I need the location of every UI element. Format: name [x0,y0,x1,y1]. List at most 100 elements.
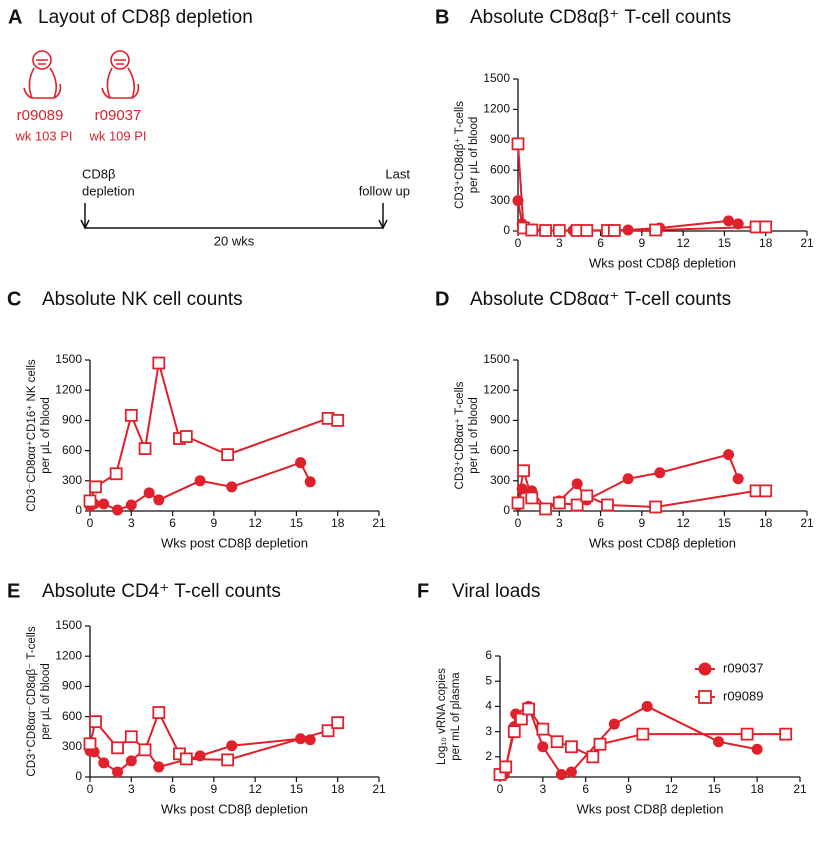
y-tick-label: 600 [490,443,510,457]
animal-id: r09089 [17,107,64,124]
x-tick-label: 12 [248,782,262,796]
data-point [138,442,152,455]
x-tick-label: 9 [639,516,646,530]
data-point [607,224,621,237]
data-point [751,743,763,755]
y-tick-label: 600 [62,443,82,457]
data-point [511,496,525,510]
x-axis-label: Wks post CD8β depletion [577,801,724,816]
panel-title: Layout of CD8β depletion [38,7,253,28]
data-point [83,494,97,508]
x-tick-label: 3 [540,782,547,796]
chart-panel: B Absolute CD8αβ⁺ T-cell counts 0 300 600 900… [435,6,814,270]
panel-a: A Layout of CD8β depletion r09089 wk 103… [8,6,410,248]
chart-panel: F Viral loads 2 3 4 5 6 0 3 6 9 12 15 18 21 Wks post CD… [417,580,807,816]
data-point [516,483,528,495]
data-point [331,716,345,730]
data-point [109,467,123,481]
x-tick-label: 6 [169,516,176,530]
y-tick-label: 1500 [55,352,82,366]
monkey-icons [23,50,140,99]
panel-letter: E [7,580,20,602]
data-point [153,761,165,773]
data-point [641,700,653,712]
x-tick-label: 12 [248,516,262,530]
data-point [649,223,663,237]
data-point [112,504,124,516]
data-point [580,489,594,503]
data-point [552,224,566,237]
y-tick-label: 1500 [55,618,82,632]
data-point [593,737,607,751]
data-point [124,730,138,744]
y-tick-label: 1500 [483,352,510,366]
animal-id: r09037 [95,107,142,124]
x-tick-label: 18 [759,516,773,530]
data-point [179,752,193,766]
panel-title: Viral loads [452,581,540,602]
x-tick-label: 21 [372,516,386,530]
x-axis-label: Wks post CD8β depletion [161,535,308,550]
data-point [507,725,521,739]
legend-marker [698,662,712,676]
data-point [550,735,564,749]
x-tick-label: 6 [169,782,176,796]
x-axis-label: Wks post CD8β depletion [161,801,308,816]
x-tick-label: 9 [211,516,218,530]
y-axis-label: CD3⁺CD8αβ⁺ T-cells [454,101,466,209]
data-point [112,766,124,778]
x-tick-label: 9 [211,782,218,796]
data-point [83,737,97,751]
timeline [80,203,388,230]
data-point [759,484,773,498]
data-point [622,473,634,485]
data-point [512,195,524,207]
data-point [732,218,744,230]
y-tick-label: 0 [503,503,510,517]
x-tick-label: 15 [708,782,722,796]
panel-letter: A [8,6,22,28]
data-point [570,498,584,512]
data-point [226,740,238,752]
data-point [779,727,793,741]
x-axis-label: Wks post CD8β depletion [589,255,736,270]
data-point [515,712,528,726]
data-point [622,224,634,236]
data-point [89,715,102,729]
data-point [111,741,124,755]
data-point [499,760,513,774]
data-point [153,494,165,506]
y-axis-label: per mL of plasma [450,672,462,761]
y-tick-label: 0 [503,223,510,237]
data-point [525,223,539,237]
x-tick-label: 3 [128,516,135,530]
data-point [536,722,550,736]
data-point [537,741,549,753]
data-point [143,487,155,499]
data-point [89,480,102,494]
x-tick-label: 3 [128,782,135,796]
y-tick-label: 900 [490,413,510,427]
y-axis-label: per μL of blood [40,397,52,474]
data-point [586,750,600,764]
x-tick-label: 9 [639,236,646,250]
chart-panel: C Absolute NK cell counts 0 300 600 900 1200 15… [7,288,386,550]
y-tick-label: 0 [75,503,82,517]
data-point [539,224,552,237]
x-tick-label: 15 [718,516,732,530]
data-point [295,457,307,469]
panel-title: Absolute CD4⁺ T-cell counts [42,581,281,602]
panel-title: Absolute NK cell counts [42,289,243,310]
y-tick-label: 300 [62,473,82,487]
data-point [98,757,110,769]
y-axis-label: CD3⁺CD8αα⁻CD8αβ⁻ T-cells [26,626,38,776]
y-tick-label: 1200 [55,382,82,396]
data-point [636,727,650,741]
data-point [580,224,594,237]
y-axis-label: CD3⁺CD8αα⁺ T-cells [454,381,466,489]
y-tick-label: 1200 [483,102,510,116]
legend-marker [698,690,712,704]
data-point [525,491,539,505]
y-tick-label: 5 [485,673,492,687]
